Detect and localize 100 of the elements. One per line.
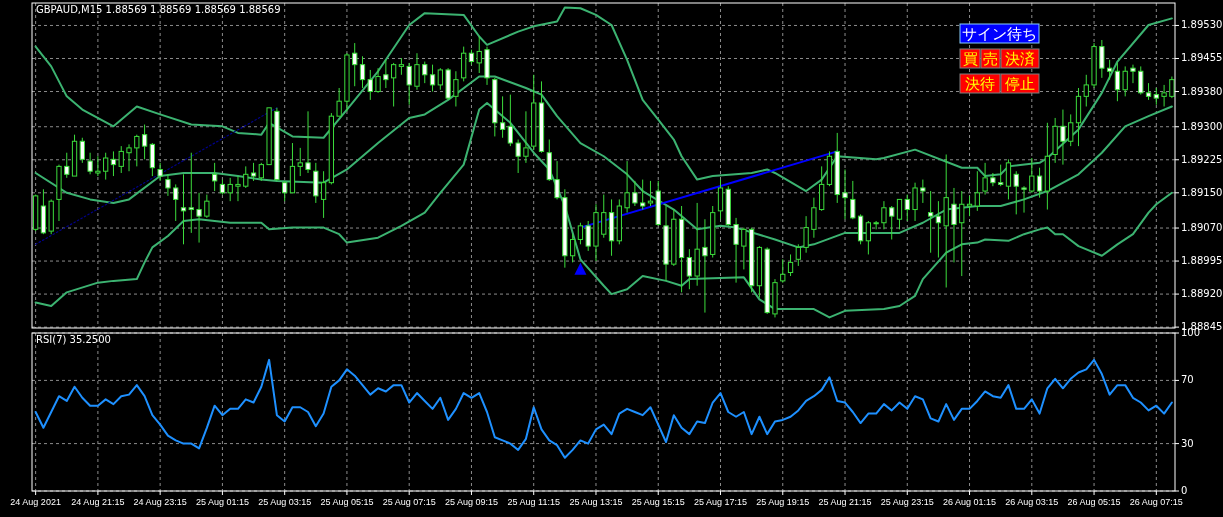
candlestick	[686, 248, 693, 290]
candlestick	[414, 52, 420, 91]
y-tick-label: 1.89150	[1181, 186, 1223, 198]
y-tick-label: 1.89380	[1181, 85, 1223, 97]
button: 停止	[1000, 73, 1040, 94]
candlestick	[554, 160, 560, 200]
candlestick	[959, 190, 965, 277]
annotation: 決待	[965, 75, 995, 93]
candlestick	[507, 94, 514, 147]
y-tick-label: 1.88920	[1181, 288, 1223, 300]
candlestick	[927, 190, 934, 254]
x-tick-label: 25 Aug 15:15	[631, 497, 685, 507]
x-tick-label: 24 Aug 21:15	[71, 497, 125, 507]
candlestick	[282, 180, 288, 202]
candlestick	[243, 165, 249, 189]
candlestick	[1130, 64, 1136, 84]
x-tick-label: 25 Aug 05:15	[320, 497, 374, 507]
candlestick	[795, 243, 801, 267]
candlestick	[787, 253, 794, 277]
candlestick	[103, 152, 109, 181]
line-series	[34, 358, 1173, 459]
line-series	[34, 101, 1173, 319]
candlestick	[935, 200, 942, 259]
candlestick	[515, 139, 521, 174]
x-tick-label: 25 Aug 17:15	[693, 497, 748, 507]
candlestick	[1029, 157, 1035, 194]
candlestick	[585, 220, 591, 252]
candlestick	[297, 147, 303, 177]
candlestick	[1083, 74, 1089, 107]
candlestick	[1099, 39, 1105, 79]
candlestick	[912, 182, 918, 222]
button: 買	[959, 48, 981, 69]
line-series	[34, 6, 1173, 193]
y-tick-label: 1.89070	[1181, 222, 1223, 234]
candlestick	[336, 87, 342, 117]
candlestick	[733, 217, 739, 284]
y-tick-label: 1.89455	[1181, 52, 1223, 64]
candlestick	[235, 175, 241, 202]
candlestick	[87, 152, 93, 175]
candlestick	[601, 194, 607, 239]
candlestick	[453, 70, 459, 107]
candlestick	[79, 137, 85, 164]
chart-title: RSI(7) 35.2500	[36, 334, 111, 345]
candlestick	[157, 162, 163, 182]
x-tick-label: 25 Aug 03:15	[258, 497, 312, 507]
y-tick-label: 0	[1181, 485, 1188, 496]
candlestick	[904, 194, 910, 222]
x-tick-label: 25 Aug 07:15	[382, 497, 436, 507]
candlestick	[1021, 185, 1027, 214]
candlestick	[180, 173, 187, 245]
candlestick	[383, 59, 389, 89]
candlestick	[850, 180, 856, 220]
candlestick	[990, 172, 996, 187]
candlestick	[196, 192, 202, 244]
y-tick-label: 1.89225	[1181, 153, 1223, 165]
candlestick	[702, 218, 708, 314]
button: 決待	[959, 73, 1001, 94]
candlestick	[390, 62, 397, 107]
y-tick-label: 1.88995	[1181, 255, 1223, 267]
candlestick	[110, 150, 117, 177]
candlestick	[974, 170, 980, 212]
candlestick	[95, 155, 101, 177]
candlestick	[204, 194, 210, 219]
candlestick	[569, 233, 576, 263]
candlestick	[896, 198, 903, 230]
candlestick	[227, 177, 233, 202]
y-tick-label: 30	[1181, 437, 1194, 449]
x-tick-label: 26 Aug 05:15	[1067, 497, 1121, 507]
candlestick	[889, 205, 895, 240]
x-tick-label: 25 Aug 23:15	[880, 497, 934, 507]
candlestick	[632, 180, 638, 207]
candlestick	[803, 215, 809, 254]
chart-title: GBPAUD,M15 1.88569 1.88569 1.88569 1.88569	[36, 4, 281, 15]
candlestick	[437, 67, 443, 91]
candlestick	[1013, 170, 1019, 215]
candlestick	[64, 152, 70, 179]
x-tick-label: 25 Aug 13:15	[569, 497, 623, 507]
x-tick-label: 26 Aug 03:15	[1005, 497, 1059, 507]
candlestick	[134, 134, 140, 167]
candlestick	[499, 95, 506, 139]
candlestick	[811, 197, 817, 239]
candlestick	[1060, 109, 1066, 166]
button: 決済	[1000, 48, 1040, 69]
candlestick	[367, 69, 373, 101]
candlestick	[966, 195, 973, 217]
candlestick	[982, 162, 988, 196]
candlestick	[780, 258, 786, 284]
x-tick-label: 25 Aug 19:15	[756, 497, 810, 507]
candlestick	[165, 173, 171, 197]
candlestick	[1114, 62, 1121, 102]
candlestick	[141, 124, 148, 160]
candlestick	[741, 227, 747, 270]
candlestick	[305, 110, 311, 174]
annotation: 停止	[1005, 75, 1035, 93]
candlestick	[1106, 59, 1113, 81]
candlestick	[640, 179, 646, 211]
candlestick	[375, 67, 381, 94]
candlestick	[173, 183, 179, 222]
y-tick-label: 70	[1181, 374, 1194, 386]
candlestick	[126, 143, 132, 172]
